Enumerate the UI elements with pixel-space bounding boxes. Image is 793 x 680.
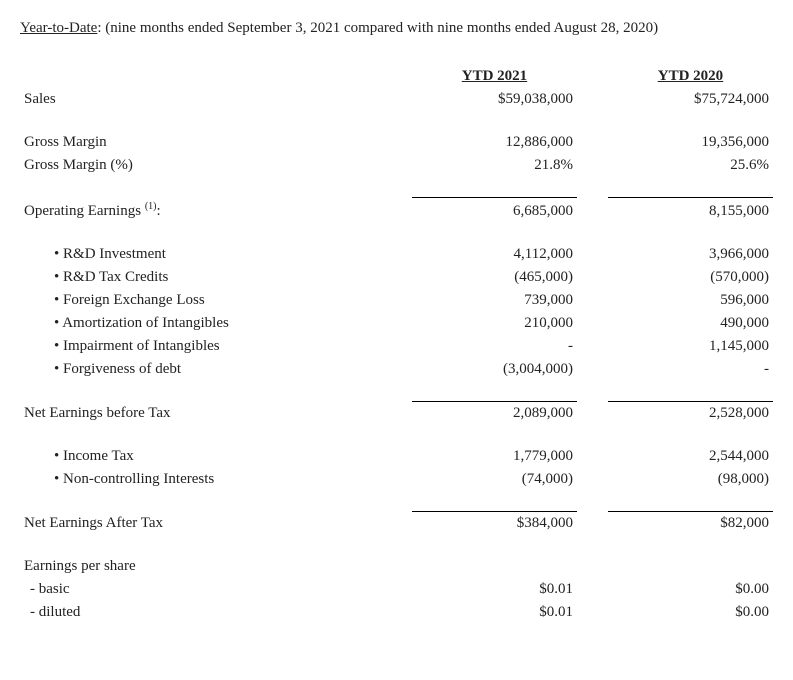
row-eps-basic: - basic $0.01 $0.00: [20, 578, 773, 601]
row-net-after-tax: Net Earnings After Tax $384,000 $82,000: [20, 511, 773, 535]
income-tax-2021: 1,779,000: [412, 445, 577, 468]
income-tax-2020: 2,544,000: [608, 445, 773, 468]
eps-basic-2021: $0.01: [412, 578, 577, 601]
net-before-tax-2021: 2,089,000: [412, 401, 577, 425]
row-amortization: Amortization of Intangibles 210,000 490,…: [20, 312, 773, 335]
col-head-2021: YTD 2021: [412, 65, 577, 88]
op-earnings-2020: 8,155,000: [608, 198, 773, 223]
row-forgiveness: Forgiveness of debt (3,004,000) -: [20, 358, 773, 381]
label-fx-loss: Foreign Exchange Loss: [20, 289, 412, 312]
net-after-tax-2021: $384,000: [412, 511, 577, 535]
sales-2021: $59,038,000: [412, 88, 577, 111]
rd-credits-2020: (570,000): [608, 266, 773, 289]
gross-margin-2020: 19,356,000: [608, 131, 773, 154]
label-eps-basic: - basic: [20, 578, 412, 601]
row-eps-heading: Earnings per share: [20, 555, 773, 578]
label-sales: Sales: [20, 88, 412, 111]
label-forgiveness: Forgiveness of debt: [20, 358, 412, 381]
row-impairment: Impairment of Intangibles - 1,145,000: [20, 335, 773, 358]
net-after-tax-2020: $82,000: [608, 511, 773, 535]
label-net-after-tax: Net Earnings After Tax: [20, 511, 412, 535]
col-head-2020: YTD 2020: [608, 65, 773, 88]
section-heading: Year-to-Date: (nine months ended Septemb…: [20, 20, 773, 37]
gross-margin-pct-2020: 25.6%: [608, 154, 773, 177]
heading-label: Year-to-Date: [20, 20, 97, 36]
label-eps-heading: Earnings per share: [20, 555, 412, 578]
row-fx-loss: Foreign Exchange Loss 739,000 596,000: [20, 289, 773, 312]
label-gross-margin-pct: Gross Margin (%): [20, 154, 412, 177]
row-income-tax: Income Tax 1,779,000 2,544,000: [20, 445, 773, 468]
label-nci: Non-controlling Interests: [20, 468, 412, 491]
row-nci: Non-controlling Interests (74,000) (98,0…: [20, 468, 773, 491]
financial-table: YTD 2021 YTD 2020 Sales $59,038,000 $75,…: [20, 65, 773, 624]
label-net-before-tax: Net Earnings before Tax: [20, 401, 412, 425]
amort-2020: 490,000: [608, 312, 773, 335]
amort-2021: 210,000: [412, 312, 577, 335]
nci-2021: (74,000): [412, 468, 577, 491]
forgive-2020: -: [608, 358, 773, 381]
label-rd-investment: R&D Investment: [20, 243, 412, 266]
column-header-row: YTD 2021 YTD 2020: [20, 65, 773, 88]
row-gross-margin: Gross Margin 12,886,000 19,356,000: [20, 131, 773, 154]
label-impairment: Impairment of Intangibles: [20, 335, 412, 358]
label-eps-diluted: - diluted: [20, 601, 412, 624]
rd-inv-2021: 4,112,000: [412, 243, 577, 266]
row-rd-investment: R&D Investment 4,112,000 3,966,000: [20, 243, 773, 266]
row-gross-margin-pct: Gross Margin (%) 21.8% 25.6%: [20, 154, 773, 177]
nci-2020: (98,000): [608, 468, 773, 491]
net-before-tax-2020: 2,528,000: [608, 401, 773, 425]
forgive-2021: (3,004,000): [412, 358, 577, 381]
fx-loss-2021: 739,000: [412, 289, 577, 312]
sales-2020: $75,724,000: [608, 88, 773, 111]
gross-margin-pct-2021: 21.8%: [412, 154, 577, 177]
row-eps-diluted: - diluted $0.01 $0.00: [20, 601, 773, 624]
footnote-1: (1): [145, 201, 157, 212]
gross-margin-2021: 12,886,000: [412, 131, 577, 154]
row-operating-earnings: Operating Earnings (1): 6,685,000 8,155,…: [20, 198, 773, 223]
eps-basic-2020: $0.00: [608, 578, 773, 601]
label-income-tax: Income Tax: [20, 445, 412, 468]
heading-rest: : (nine months ended September 3, 2021 c…: [97, 20, 658, 36]
label-operating-earnings: Operating Earnings (1):: [20, 198, 412, 223]
impair-2021: -: [412, 335, 577, 358]
fx-loss-2020: 596,000: [608, 289, 773, 312]
row-net-before-tax: Net Earnings before Tax 2,089,000 2,528,…: [20, 401, 773, 425]
impair-2020: 1,145,000: [608, 335, 773, 358]
eps-diluted-2021: $0.01: [412, 601, 577, 624]
label-amortization: Amortization of Intangibles: [20, 312, 412, 335]
eps-diluted-2020: $0.00: [608, 601, 773, 624]
op-earnings-2021: 6,685,000: [412, 198, 577, 223]
rd-credits-2021: (465,000): [412, 266, 577, 289]
label-rd-credits: R&D Tax Credits: [20, 266, 412, 289]
row-rd-credits: R&D Tax Credits (465,000) (570,000): [20, 266, 773, 289]
rd-inv-2020: 3,966,000: [608, 243, 773, 266]
label-gross-margin: Gross Margin: [20, 131, 412, 154]
row-sales: Sales $59,038,000 $75,724,000: [20, 88, 773, 111]
